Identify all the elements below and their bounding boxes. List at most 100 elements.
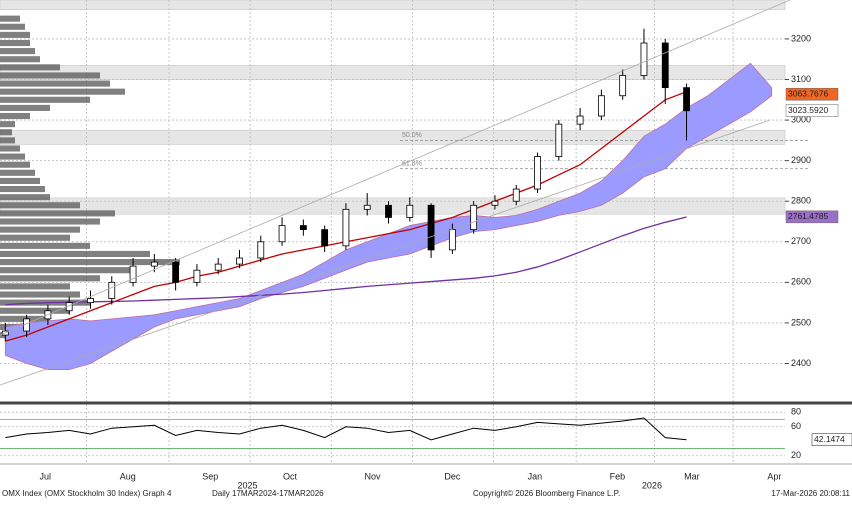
volume-profile-bar bbox=[0, 291, 80, 298]
volume-profile-bar bbox=[0, 234, 70, 241]
y-tick-label: 2600 bbox=[791, 277, 811, 287]
volume-profile-bar bbox=[0, 202, 80, 209]
candle-body bbox=[299, 225, 307, 231]
candle-body bbox=[512, 188, 520, 202]
candle-body bbox=[427, 204, 435, 251]
x-tick-label: Aug bbox=[120, 471, 136, 481]
footer-range: Daily 17MAR2024-17MAR2026 bbox=[212, 489, 324, 498]
fib-label: 61.8% bbox=[402, 161, 422, 168]
candle-body bbox=[108, 281, 116, 299]
value-label: 42.1474 bbox=[814, 434, 845, 444]
candle-body bbox=[470, 204, 478, 231]
y-tick-label: 20 bbox=[791, 450, 801, 460]
value-label-box bbox=[811, 433, 852, 446]
ichimoku-cloud bbox=[4, 62, 773, 370]
candle-body bbox=[555, 123, 563, 157]
volume-profile-bar bbox=[0, 39, 30, 47]
x-tick-label: Mar bbox=[684, 471, 700, 481]
x-tick-label: Jan bbox=[528, 471, 543, 481]
candle-body bbox=[214, 263, 222, 271]
candle-body bbox=[534, 156, 541, 190]
candle-body bbox=[236, 257, 243, 265]
candle-body bbox=[257, 241, 265, 259]
rsi-panel: 20 60 80 42.1474 bbox=[0, 407, 852, 460]
volume-profile-bar bbox=[0, 129, 12, 136]
candle-body bbox=[321, 229, 329, 247]
x-tick-label: Oct bbox=[283, 471, 298, 481]
year-label: 2025 bbox=[237, 480, 257, 490]
year-label: 2026 bbox=[642, 480, 662, 490]
moving-average bbox=[5, 216, 687, 306]
x-tick-label: Nov bbox=[365, 471, 382, 481]
x-tick-label: Sep bbox=[202, 471, 218, 481]
y-tick-label: 2800 bbox=[791, 196, 811, 206]
volume-profile-bar bbox=[0, 112, 30, 120]
volume-profile-bar bbox=[0, 218, 100, 225]
x-tick-label: Jul bbox=[39, 471, 51, 481]
candle-body bbox=[406, 204, 414, 218]
volume-profile-bar bbox=[0, 104, 50, 111]
y-tick-label: 2500 bbox=[791, 317, 811, 327]
y-tick-label: 2900 bbox=[791, 155, 811, 165]
y-tick-label: 3100 bbox=[791, 74, 811, 84]
candle-body bbox=[683, 87, 690, 112]
x-tick-label: Apr bbox=[767, 471, 781, 481]
volume-profile-bar bbox=[0, 210, 115, 217]
rsi-line bbox=[5, 417, 687, 441]
candle-body bbox=[342, 208, 350, 247]
candle-body bbox=[172, 261, 180, 283]
candle-body bbox=[87, 298, 94, 304]
price-panel: 2400 2500 2600 2700 2800 2900 3000 3100 3200 50.0… bbox=[0, 0, 839, 464]
price-zone bbox=[0, 129, 786, 145]
price-label: 3023.5920 bbox=[788, 105, 828, 115]
volume-profile-bar bbox=[0, 23, 25, 30]
candle-body bbox=[193, 269, 201, 283]
candle-body bbox=[385, 204, 392, 218]
price-label: 3063.7676 bbox=[788, 88, 828, 98]
price-zone bbox=[0, 0, 786, 11]
volume-profile-bar bbox=[0, 80, 110, 87]
volume-profile-bar bbox=[0, 153, 25, 160]
volume-profile-bar bbox=[0, 177, 40, 184]
volume-profile-bar bbox=[0, 169, 35, 176]
volume-profile-bar bbox=[0, 31, 30, 38]
candle-body bbox=[150, 261, 158, 267]
volume-profile-bar bbox=[0, 161, 30, 168]
volume-profile-bar bbox=[0, 96, 90, 103]
candle-body bbox=[597, 95, 605, 117]
candle-body bbox=[491, 200, 499, 206]
volume-profile-bar bbox=[0, 64, 60, 71]
y-tick-label: 80 bbox=[791, 407, 801, 417]
price-label-box bbox=[785, 104, 839, 117]
volume-profile-bar bbox=[0, 56, 40, 63]
candle-body bbox=[448, 229, 456, 251]
volume-profile-bar bbox=[0, 72, 100, 79]
price-label-box bbox=[785, 87, 839, 101]
candle-body bbox=[661, 42, 669, 89]
y-tick-label: 60 bbox=[791, 421, 801, 431]
volume-profile-bar bbox=[0, 259, 180, 266]
footer-copyright: Copyright© 2026 Bloomberg Finance L.P. bbox=[473, 489, 620, 498]
volume-profile-bar bbox=[0, 88, 125, 95]
price-label-box bbox=[785, 210, 839, 224]
price-label: 2761.4785 bbox=[788, 211, 828, 221]
volume-profile-bar bbox=[0, 307, 70, 314]
candle-body bbox=[363, 204, 371, 210]
x-tick-label: Feb bbox=[610, 471, 626, 481]
candle-body bbox=[576, 115, 584, 125]
volume-profile-bar bbox=[0, 121, 15, 128]
x-tick-label: Dec bbox=[444, 471, 461, 481]
y-tick-label: 2700 bbox=[791, 236, 811, 246]
volume-profile-bar bbox=[0, 275, 100, 282]
fib-label: 50.0% bbox=[402, 132, 422, 139]
y-tick-label: 2400 bbox=[791, 358, 811, 368]
candle-body bbox=[129, 265, 137, 283]
volume-profile-bar bbox=[0, 145, 20, 152]
candle-body bbox=[278, 225, 286, 243]
price-zone bbox=[0, 197, 786, 215]
volume-profile-bar bbox=[0, 137, 15, 144]
volume-profile-bar bbox=[0, 48, 35, 55]
volume-profile-bar bbox=[0, 226, 80, 233]
